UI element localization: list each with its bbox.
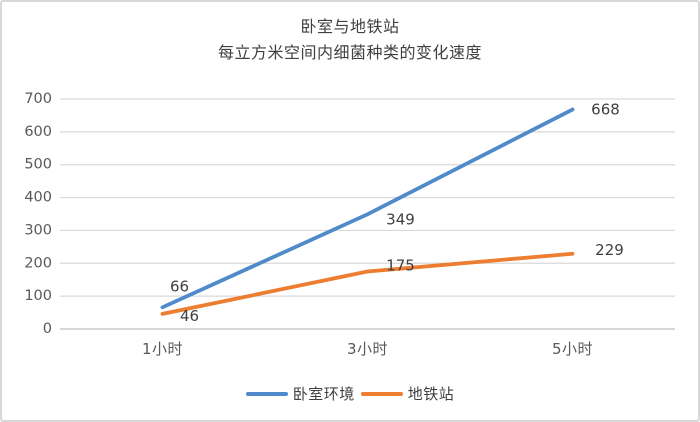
y-tick-label-100: 100 [24,288,52,304]
x-axis-label-1: 1小时 [142,340,183,358]
legend-line-marker-1 [360,391,403,396]
legend-line-marker-0 [245,391,288,396]
data-label-series0-point1: 349 [386,210,415,228]
y-tick-label-600: 600 [24,124,52,140]
legend-item-0: 卧室环境 [245,383,355,404]
y-tick-label-0: 0 [43,321,52,337]
data-label-series0-point0: 66 [170,277,189,295]
chart-title-line1: 卧室与地铁站 [300,17,400,36]
y-tick-label-300: 300 [24,222,52,238]
chart-title: 卧室与地铁站 每立方米空间内细菌种类的变化速度 [2,14,698,66]
data-label-series1-point0: 46 [180,307,199,325]
x-axis-label-3: 5小时 [552,340,593,358]
chart-title-line2: 每立方米空间内细菌种类的变化速度 [217,43,482,62]
legend: 卧室环境 地铁站 [2,383,698,404]
legend-label-0: 卧室环境 [292,385,355,403]
series-line-0 [160,107,575,310]
y-tick-label-500: 500 [24,157,52,173]
legend-item-1: 地铁站 [360,383,455,404]
y-tick-label-200: 200 [24,255,52,271]
x-axis-label-2: 3小时 [347,340,388,358]
data-label-series0-point2: 668 [591,101,620,119]
y-tick-label-700: 700 [24,91,52,107]
series-line-1 [160,251,575,316]
data-label-series1-point1: 175 [386,257,415,275]
y-tick-label-400: 400 [24,190,52,206]
legend-label-1: 地铁站 [407,385,455,403]
data-label-series1-point2: 229 [595,241,624,259]
